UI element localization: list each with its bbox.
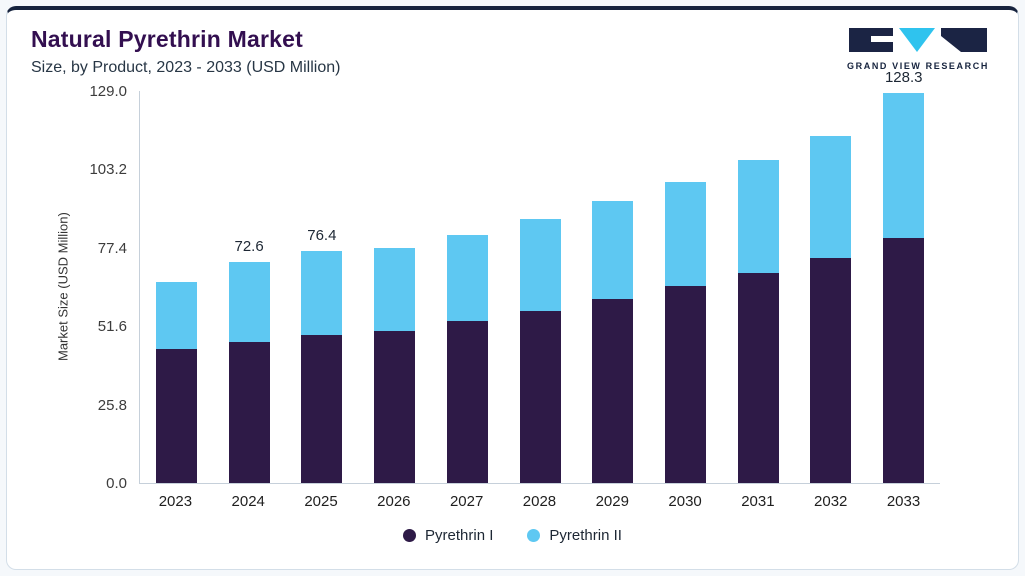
legend-dot-icon [527, 529, 541, 542]
bar-value-label-2024: 72.6 [234, 238, 264, 256]
segment-pyrethrin-ii-2031 [737, 159, 779, 273]
bar-2026 [358, 248, 431, 483]
bar-value-label-2033: 128.3 [884, 69, 923, 87]
page-subtitle: Size, by Product, 2023 - 2033 (USD Milli… [31, 59, 341, 76]
segment-pyrethrin-i-2025 [301, 334, 343, 483]
bar-2032 [795, 135, 868, 483]
segment-pyrethrin-ii-2032 [810, 135, 852, 259]
segment-pyrethrin-i-2030 [665, 285, 706, 483]
y-axis-ticks: 0.0 25.8 51.6 77.4 103.2 129.0 [73, 83, 139, 492]
x-tick-2031: 2031 [741, 493, 775, 510]
segment-pyrethrin-i-2031 [737, 272, 779, 483]
plot-area: 72.6 76.4 128.3 [139, 69, 940, 484]
legend-item-pyrethrin-ii: Pyrethrin II [527, 527, 622, 544]
legend-item-pyrethrin-i: Pyrethrin I [403, 527, 493, 544]
bar-2023 [140, 282, 213, 483]
chart-area: Market Size (USD Million) 0.0 25.8 51.6 77.… [53, 69, 940, 510]
y-tick-0.0: 0.0 [106, 475, 127, 492]
x-tick-2023: 2023 [158, 493, 193, 510]
bar-2030 [649, 182, 722, 483]
segment-pyrethrin-ii-2025 [301, 250, 343, 335]
bar-value-label-2025: 76.4 [307, 226, 337, 244]
y-tick-25.8: 25.8 [97, 396, 127, 414]
page-title: Natural Pyrethrin Market [31, 26, 303, 52]
logo-wordmark: GRAND VIEW RESEARCH [847, 61, 989, 71]
x-tick-2032: 2032 [814, 493, 848, 510]
y-tick-77.4: 77.4 [97, 239, 127, 257]
segment-pyrethrin-i-2023 [155, 349, 197, 483]
x-tick-2028: 2028 [522, 493, 557, 510]
x-tick-2024: 2024 [231, 493, 265, 510]
segment-pyrethrin-i-2033 [883, 238, 925, 483]
x-tick-2027: 2027 [449, 493, 484, 510]
segment-pyrethrin-i-2024 [228, 342, 270, 483]
bar-2025: 76.4 [285, 227, 358, 483]
legend-label: Pyrethrin I [425, 527, 494, 544]
legend-label: Pyrethrin II [549, 527, 622, 544]
plot-column: 72.6 76.4 128.3 2023 2024 2025 2026 2027 2028 20… [139, 69, 940, 510]
segment-pyrethrin-ii-2028 [519, 218, 561, 312]
x-tick-2030: 2030 [668, 493, 702, 510]
chart-header: Natural Pyrethrin Market Size, by Produc… [7, 10, 1018, 77]
segment-pyrethrin-ii-2024 [228, 262, 270, 343]
bar-2033: 128.3 [867, 69, 940, 483]
report-card: Natural Pyrethrin Market Size, by Produc… [6, 6, 1019, 570]
y-tick-103.2: 103.2 [89, 161, 127, 179]
segment-pyrethrin-i-2026 [374, 331, 416, 483]
segment-pyrethrin-ii-2026 [374, 248, 416, 332]
gvr-logo-icon [849, 28, 987, 52]
segment-pyrethrin-ii-2029 [592, 201, 634, 300]
segment-pyrethrin-ii-2027 [446, 235, 488, 322]
segment-pyrethrin-i-2028 [519, 311, 561, 483]
grand-view-research-logo: GRAND VIEW RESEARCH [842, 26, 994, 71]
x-axis-labels: 2023 2024 2025 2026 2027 2028 2029 2030 2031 2032… [139, 493, 940, 510]
legend-dot-icon [403, 529, 417, 542]
y-tick-129.0: 129.0 [89, 83, 127, 100]
x-tick-2033: 2033 [886, 493, 921, 510]
y-tick-51.6: 51.6 [97, 318, 127, 336]
segment-pyrethrin-i-2027 [446, 321, 488, 483]
x-tick-2026: 2026 [377, 493, 411, 510]
segment-pyrethrin-i-2029 [592, 299, 634, 483]
segment-pyrethrin-i-2032 [810, 258, 852, 483]
x-tick-2029: 2029 [595, 493, 629, 510]
bar-2024: 72.6 [213, 238, 286, 483]
bar-2031 [722, 159, 795, 483]
bar-2029 [576, 201, 649, 483]
legend: Pyrethrin I Pyrethrin II [7, 527, 1018, 544]
y-axis-title: Market Size (USD Million) [55, 212, 71, 362]
segment-pyrethrin-ii-2033 [883, 93, 925, 239]
segment-pyrethrin-ii-2030 [665, 182, 706, 286]
bar-2027 [431, 235, 504, 483]
bar-2028 [504, 218, 577, 483]
x-tick-2025: 2025 [304, 493, 338, 510]
segment-pyrethrin-ii-2023 [155, 282, 197, 350]
